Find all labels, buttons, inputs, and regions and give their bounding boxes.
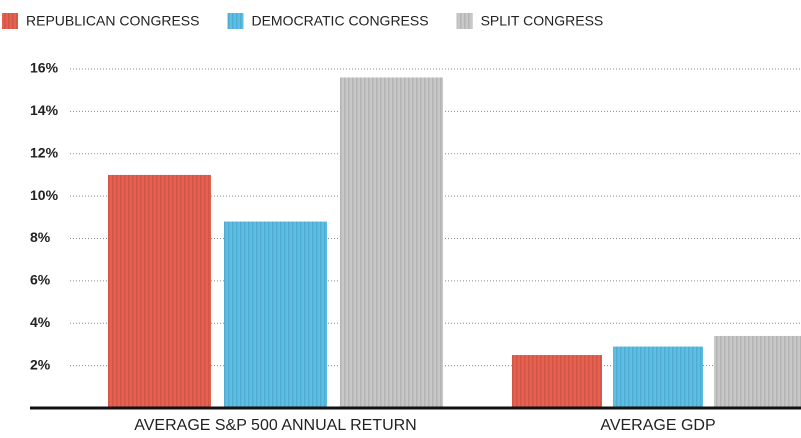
y-tick-label: 14% [30,102,59,118]
legend-swatch-texture [456,13,473,29]
y-tick-label: 10% [30,187,59,203]
y-tick-label: 12% [30,144,59,160]
y-tick-label: 8% [30,229,51,245]
legend-label: SPLIT CONGRESS [481,13,604,29]
y-tick-label: 16% [30,60,59,76]
bar-texture [613,346,703,408]
y-tick-label: 4% [30,314,51,330]
bar-texture [340,77,443,408]
x-tick-label: AVERAGE S&P 500 ANNUAL RETURN [134,417,416,434]
bar-texture [108,174,211,408]
y-tick-label: 6% [30,272,51,288]
bar-texture [714,335,801,408]
y-tick-label: 2% [30,356,51,372]
bar-texture [224,221,327,408]
bar-texture [512,355,602,408]
legend-swatch-texture [2,13,18,29]
legend-label: REPUBLICAN CONGRESS [26,13,199,29]
legend-swatch-texture [227,13,244,29]
x-tick-label: AVERAGE GDP [600,417,715,434]
legend-label: DEMOCRATIC CONGRESS [251,13,428,29]
